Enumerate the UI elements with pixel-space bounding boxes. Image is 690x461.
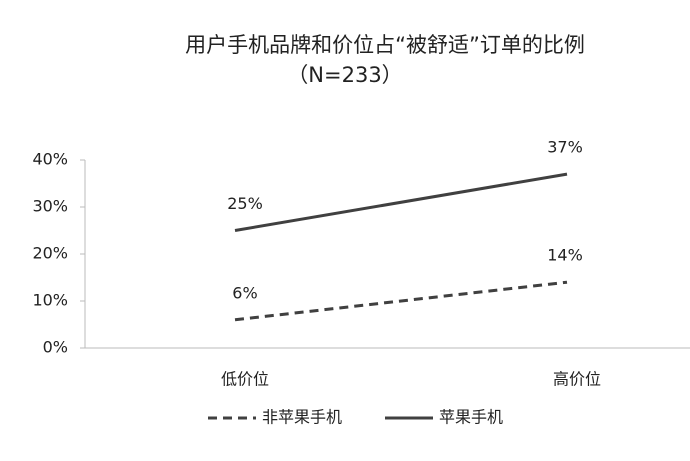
chart-title: 用户手机品牌和价位占“被舒适”订单的比例	[185, 33, 585, 57]
y-tick-label: 10%	[32, 291, 68, 310]
chart-subtitle: （N=233）	[287, 63, 402, 87]
y-tick-label: 0%	[43, 338, 68, 357]
data-label: 37%	[547, 138, 583, 157]
x-tick-label: 低价位	[221, 370, 269, 389]
y-tick-label: 30%	[32, 197, 68, 216]
x-tick-label: 高价位	[553, 370, 601, 389]
y-tick-label: 20%	[32, 244, 68, 263]
legend-label: 苹果手机	[439, 408, 503, 427]
data-label: 14%	[547, 246, 583, 265]
data-label: 6%	[232, 283, 257, 302]
series-line	[234, 280, 568, 322]
data-label: 25%	[227, 194, 263, 213]
legend-label: 非苹果手机	[262, 408, 342, 427]
y-tick-label: 40%	[32, 150, 68, 169]
series-line	[234, 172, 568, 232]
